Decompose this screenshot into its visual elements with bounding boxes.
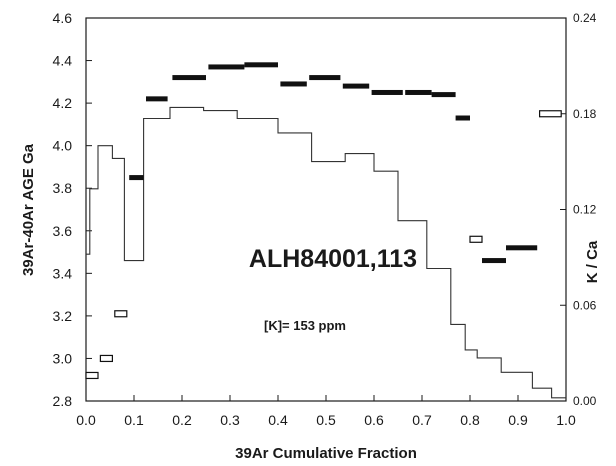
age-step-bar xyxy=(506,245,538,251)
age-step-bar xyxy=(172,75,206,81)
age-step-bar xyxy=(371,89,403,95)
age-step-bar xyxy=(431,92,456,98)
right-axis-ticks: 0.00 0.06 0.12 0.18 0.24 xyxy=(560,11,597,408)
age-step-bar xyxy=(342,83,370,89)
potassium-annotation: [K]= 153 ppm xyxy=(264,318,346,333)
k-ca-series xyxy=(86,106,566,399)
age-step-bar xyxy=(280,81,307,87)
left-tick-label: 4.6 xyxy=(53,10,73,26)
age-step-bar xyxy=(482,258,506,264)
age-step-bar xyxy=(405,89,432,95)
k-ca-step-line xyxy=(86,106,566,399)
x-tick-label: 0.0 xyxy=(76,412,96,428)
age-step-open-bar xyxy=(114,310,128,318)
left-tick-label: 3.2 xyxy=(53,308,73,324)
x-tick-label: 0.5 xyxy=(316,412,336,428)
left-axis-title: 39Ar-40Ar AGE Ga xyxy=(20,143,37,276)
right-axis-title: K / Ca xyxy=(584,240,601,283)
age-step-open-bar xyxy=(85,371,99,380)
right-tick-label: 0.18 xyxy=(573,107,597,121)
left-tick-label: 2.8 xyxy=(53,393,73,409)
x-tick-label: 0.7 xyxy=(412,412,432,428)
right-tick-label: 0.06 xyxy=(573,298,597,312)
left-tick-label: 4.2 xyxy=(53,95,73,111)
x-tick-label: 0.1 xyxy=(124,412,144,428)
left-tick-label: 3.8 xyxy=(53,180,73,196)
left-tick-label: 3.0 xyxy=(53,350,73,366)
age-step-open-bar xyxy=(99,354,114,363)
age-step-bar xyxy=(146,96,168,102)
x-axis-title: 39Ar Cumulative Fraction xyxy=(235,445,417,462)
x-tick-label: 1.0 xyxy=(556,412,576,428)
x-tick-label: 0.8 xyxy=(460,412,480,428)
sample-annotation: ALH84001,113 xyxy=(249,245,417,273)
age-step-bar xyxy=(129,175,144,181)
age-step-bar xyxy=(455,115,470,121)
x-axis-ticks: 0.0 0.1 0.2 0.3 0.4 0.5 0.6 0.7 0.8 0.9 1.0 xyxy=(76,395,576,428)
x-tick-label: 0.2 xyxy=(172,412,192,428)
left-axis-ticks: 2.8 3.0 3.2 3.4 3.6 3.8 4.0 4.2 4.4 4.6 xyxy=(53,10,92,409)
right-tick-label: 0.00 xyxy=(573,394,597,408)
age-step-open-bar xyxy=(538,110,562,118)
left-tick-label: 4.4 xyxy=(53,53,73,69)
x-tick-label: 0.9 xyxy=(508,412,528,428)
right-tick-label: 0.12 xyxy=(573,203,597,217)
age-step-bar xyxy=(309,75,341,81)
left-tick-label: 4.0 xyxy=(53,138,73,154)
x-tick-label: 0.4 xyxy=(268,412,288,428)
x-tick-label: 0.6 xyxy=(364,412,384,428)
age-series xyxy=(85,62,562,380)
age-step-open-bar xyxy=(469,235,483,243)
left-tick-label: 3.4 xyxy=(53,265,73,281)
left-tick-label: 3.6 xyxy=(53,223,73,239)
x-tick-label: 0.3 xyxy=(220,412,240,428)
right-tick-label: 0.24 xyxy=(573,11,597,25)
age-step-bar xyxy=(208,64,245,70)
age-step-bar xyxy=(244,62,278,68)
